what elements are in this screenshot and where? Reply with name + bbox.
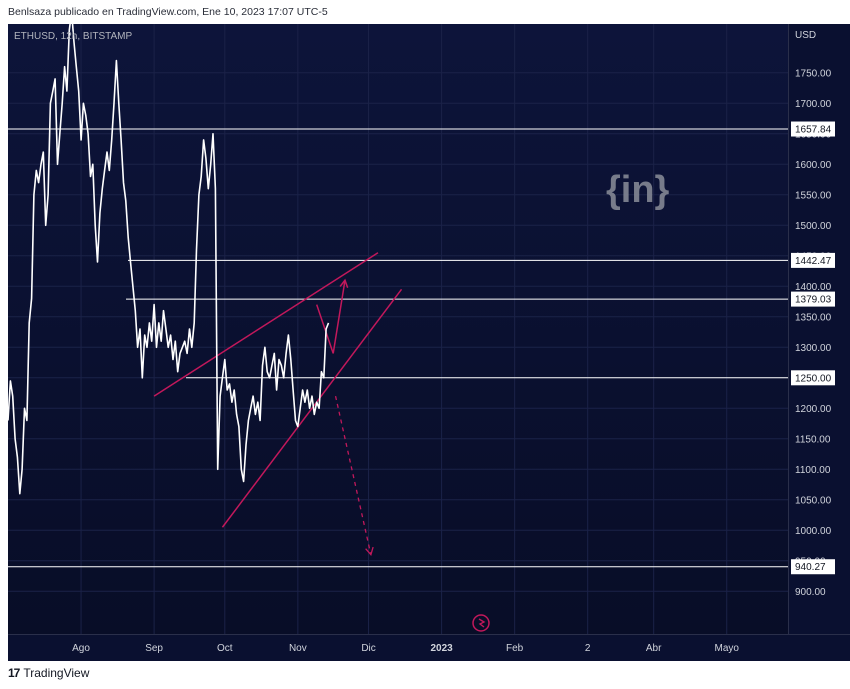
y-tick-label: 1600.00 [795,160,832,171]
projection-arrowhead [339,278,349,288]
level-price-label: 1657.84 [795,125,832,136]
x-tick-label: Feb [506,643,524,654]
y-tick-label: 1550.00 [795,190,832,201]
y-tick-label: 1100.00 [795,465,831,476]
level-price-badge [791,252,835,268]
breakdown-arrowhead [365,546,374,557]
level-price-label: 1442.47 [795,256,832,267]
level-price-badge [791,291,835,307]
x-tick-label: Dic [361,643,375,654]
beincrypto-watermark-icon: {in} [606,169,670,211]
y-tick-label: 900.00 [795,587,826,598]
level-price-badge [791,559,835,575]
wedge-lower-trendline [221,288,403,528]
currency-label: USD [795,30,816,41]
x-tick-label: Mayo [715,643,740,654]
y-tick-label: 1150.00 [795,434,831,445]
y-tick-label: 1500.00 [795,221,832,232]
price-series-line [8,24,330,495]
x-tick-label: Nov [289,643,307,654]
price-chart-svg[interactable]: {in} ETHUSD, 12h, BITSTAMP [8,24,788,634]
y-tick-label: 1050.00 [795,495,832,506]
time-axis[interactable]: Ago Sep Oct Nov Dic 2023 Feb 2 Abr Mayo [8,634,850,661]
attribution-text: Benlsaza publicado en TradingView.com, E… [8,6,328,18]
level-price-badge [791,121,835,137]
footer-brand-text: TradingView [23,666,90,680]
level-price-label: 1379.03 [795,295,832,306]
x-tick-label: Sep [145,643,163,654]
y-tick-label: 1350.00 [795,312,832,323]
breakdown-dashed-arrow [334,395,372,555]
y-tick-label: 1200.00 [795,404,832,415]
wedge-upper-trendline [153,252,379,397]
level-price-label: 1250.00 [795,373,832,384]
symbol-label: ETHUSD, 12h, BITSTAMP [14,31,133,42]
y-tick-label: 1750.00 [795,68,832,79]
x-tick-label: 2 [585,643,591,654]
y-tick-label: 1700.00 [795,99,832,110]
x-tick-label: Abr [646,643,662,654]
y-tick-label: 1000.00 [795,526,832,537]
level-price-badge [791,370,835,386]
chart-plot-area[interactable]: {in} ETHUSD, 12h, BITSTAMP [8,24,788,634]
x-tick-label: 2023 [430,643,453,654]
tradingview-logo-icon: 17 [8,666,20,680]
x-tick-label: Ago [72,643,90,654]
fast-forward-icon[interactable] [472,614,490,632]
publication-header: Benlsaza publicado en TradingView.com, E… [8,6,328,18]
footer-brand: 17 TradingView [8,666,89,680]
projection-path [315,280,346,354]
level-price-label: 940.27 [795,562,826,573]
y-tick-label: 1400.00 [795,282,832,293]
x-tick-label: Oct [217,643,233,654]
y-tick-label: 1300.00 [795,343,832,354]
svg-text:{in}: {in} [606,169,670,211]
price-axis[interactable]: USD 900.00950.001000.001050.001100.00115… [788,24,850,634]
